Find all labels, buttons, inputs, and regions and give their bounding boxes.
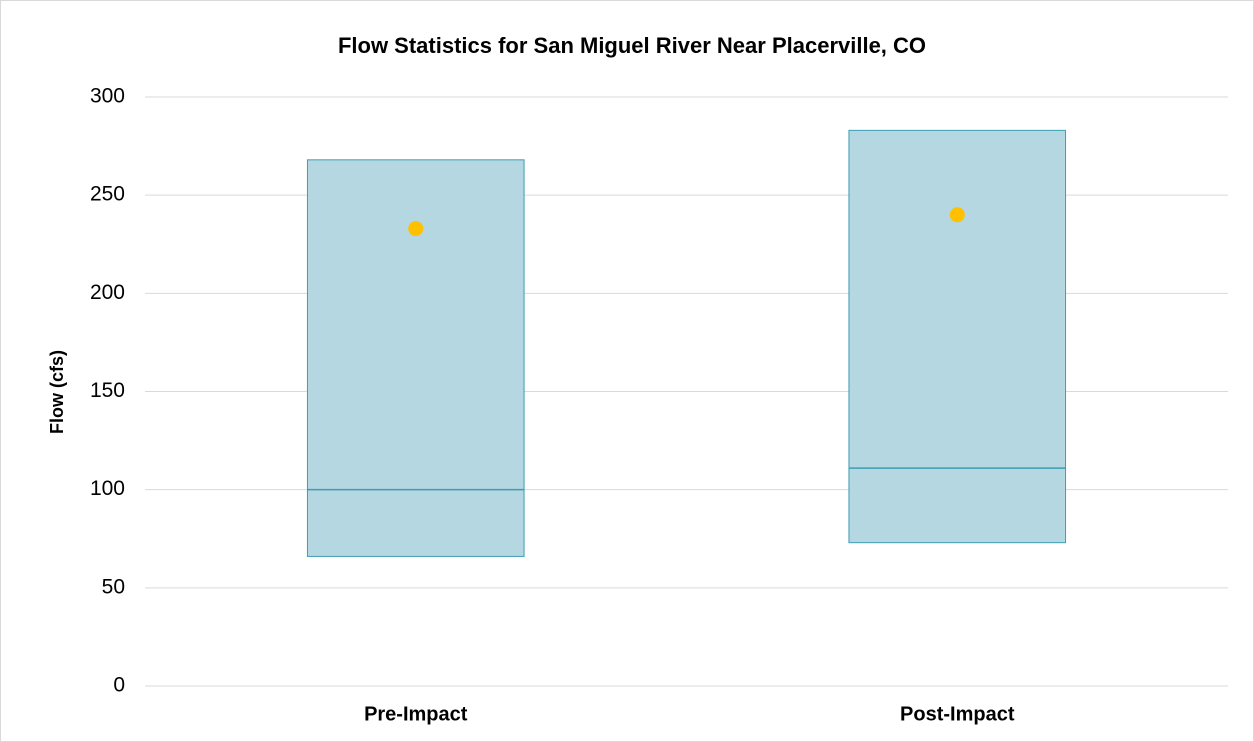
mean-marker xyxy=(408,221,424,237)
y-tick-label: 150 xyxy=(90,379,125,402)
y-tick-label: 0 xyxy=(113,674,125,697)
chart-title: Flow Statistics for San Miguel River Nea… xyxy=(338,33,926,58)
y-tick-label: 300 xyxy=(90,85,125,108)
y-axis-label: Flow (cfs) xyxy=(47,350,67,434)
y-tick-label: 50 xyxy=(102,575,125,598)
y-tick-label: 250 xyxy=(90,183,125,206)
box xyxy=(848,129,1067,544)
x-tick-label: Pre-Impact xyxy=(364,703,468,725)
mean-marker xyxy=(949,207,965,223)
y-tick-label: 100 xyxy=(90,477,125,500)
x-tick-label: Post-Impact xyxy=(900,703,1015,725)
box xyxy=(306,159,525,557)
y-tick-label: 200 xyxy=(90,281,125,304)
